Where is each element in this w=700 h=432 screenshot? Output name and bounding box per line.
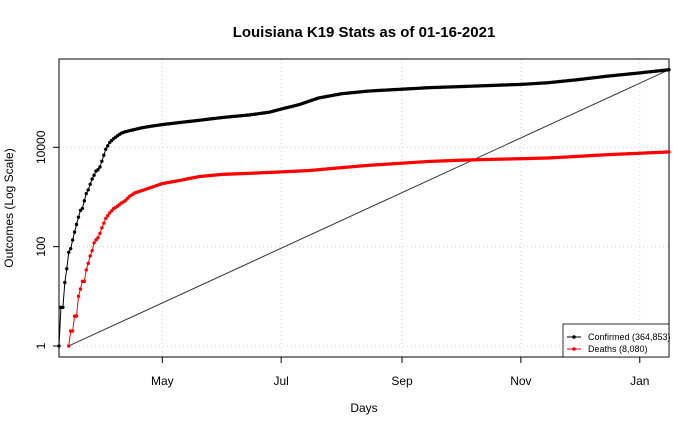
data-point bbox=[90, 177, 94, 181]
data-point bbox=[84, 268, 88, 272]
data-point bbox=[100, 226, 104, 230]
legend-confirmed-marker bbox=[572, 335, 576, 339]
data-point bbox=[61, 305, 65, 310]
x-tick-label: Jan bbox=[630, 374, 649, 388]
data-point bbox=[104, 216, 108, 221]
data-point bbox=[67, 250, 71, 254]
data-point bbox=[667, 68, 671, 72]
data-point bbox=[67, 344, 71, 348]
axes: May Jul Sep Nov Jan 1 100 10000 bbox=[34, 130, 649, 388]
reference-line bbox=[68, 69, 670, 347]
data-point bbox=[88, 254, 92, 258]
series-confirmed bbox=[57, 68, 671, 348]
data-point bbox=[92, 173, 96, 177]
data-point bbox=[82, 279, 87, 284]
data-point bbox=[102, 153, 106, 157]
legend: Confirmed (364,853) Deaths (8,080) bbox=[562, 323, 671, 358]
data-point bbox=[106, 144, 110, 148]
data-point bbox=[63, 280, 67, 285]
y-axis-label: Outcomes (Log Scale) bbox=[2, 148, 16, 267]
legend-box bbox=[562, 323, 670, 358]
data-point bbox=[88, 182, 92, 187]
data-point bbox=[65, 266, 69, 271]
legend-confirmed-label: Confirmed (364,853) bbox=[588, 332, 671, 342]
x-tick-label: Nov bbox=[510, 374, 531, 388]
data-point bbox=[86, 261, 90, 266]
plot-frame bbox=[58, 58, 670, 358]
data-point bbox=[76, 294, 81, 299]
data-point bbox=[80, 206, 85, 211]
series-deaths bbox=[67, 150, 671, 348]
data-point bbox=[70, 329, 75, 333]
series-line bbox=[68, 151, 670, 347]
data-point bbox=[96, 168, 100, 172]
data-point bbox=[106, 213, 110, 218]
data-point bbox=[74, 314, 79, 318]
legend-deaths-label: Deaths (8,080) bbox=[588, 344, 648, 354]
x-tick-label: Jul bbox=[274, 374, 289, 388]
data-point bbox=[68, 246, 73, 251]
data-point bbox=[98, 165, 102, 169]
data-point bbox=[102, 221, 106, 225]
y-tick-label: 100 bbox=[34, 236, 48, 256]
data-point bbox=[70, 238, 75, 242]
data-point bbox=[107, 211, 112, 215]
data-point bbox=[104, 147, 108, 151]
x-tick-label: Sep bbox=[391, 374, 413, 388]
y-tick-label: 10000 bbox=[34, 130, 48, 164]
x-axis-label: Days bbox=[350, 401, 377, 415]
series-line bbox=[58, 69, 670, 347]
grid bbox=[59, 59, 669, 357]
x-tick-label: May bbox=[151, 374, 174, 388]
data-point bbox=[82, 199, 87, 203]
data-point bbox=[74, 222, 79, 227]
data-point bbox=[100, 159, 104, 163]
legend-deaths-marker bbox=[572, 347, 576, 351]
data-point bbox=[96, 236, 100, 240]
data-point bbox=[72, 230, 77, 234]
data-point bbox=[667, 150, 671, 154]
y-tick-label: 1 bbox=[34, 342, 48, 349]
data-point bbox=[92, 241, 96, 245]
data-point bbox=[90, 248, 94, 253]
data-point bbox=[86, 188, 90, 192]
data-point bbox=[76, 215, 81, 219]
data-point bbox=[78, 287, 83, 291]
data-point bbox=[98, 231, 102, 236]
series-layer bbox=[57, 68, 671, 348]
reference-line-layer bbox=[68, 69, 670, 347]
chart-title: Louisiana K19 Stats as of 01-16-2021 bbox=[233, 24, 496, 41]
data-point bbox=[84, 191, 88, 196]
